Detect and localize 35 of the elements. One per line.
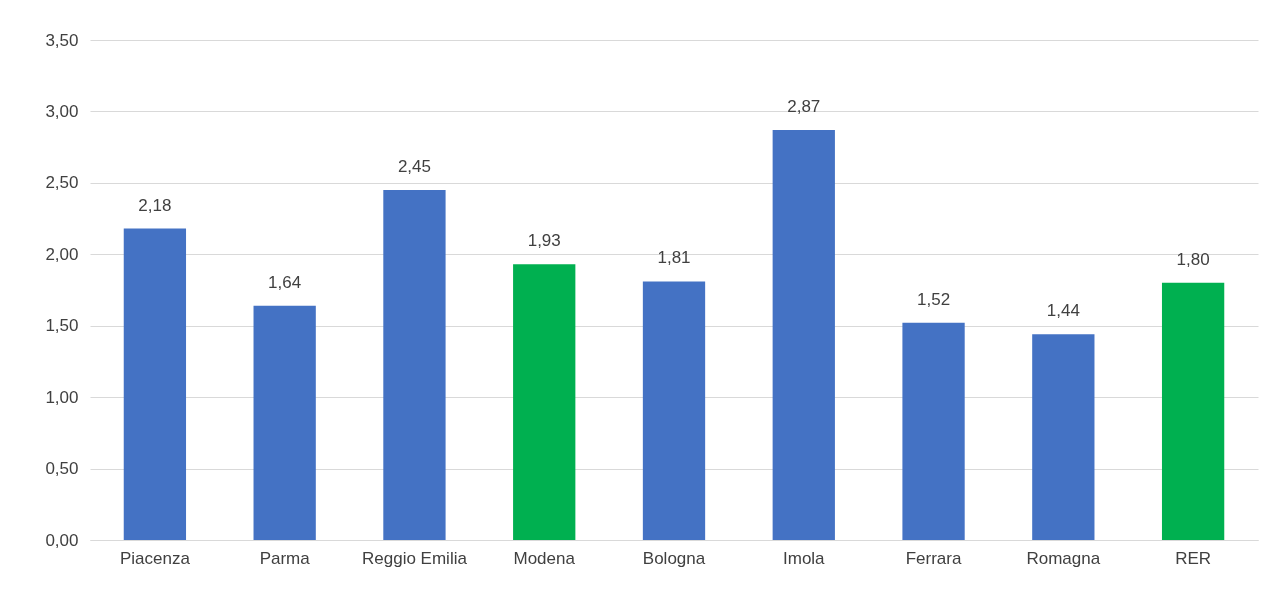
x-tick-label: Modena	[513, 548, 576, 568]
bar	[123, 228, 187, 540]
bar	[902, 322, 965, 540]
data-label: 1,93	[527, 231, 561, 251]
x-tick-label: Ferrara	[905, 548, 962, 568]
data-label: 1,64	[268, 272, 302, 292]
y-tick-label: 3,00	[45, 101, 79, 121]
y-tick-label: 3,50	[45, 30, 79, 50]
data-label: 1,80	[1176, 249, 1210, 269]
bar	[253, 305, 316, 540]
y-tick-label: 0,50	[45, 459, 79, 479]
x-tick-label: Reggio Emilia	[362, 548, 468, 568]
bar	[642, 281, 706, 540]
y-tick-label: 1,00	[45, 387, 79, 407]
data-label: 1,81	[657, 248, 691, 268]
x-tick-label: Piacenza	[119, 548, 191, 568]
y-tick-label: 0,00	[45, 530, 79, 550]
bar	[1032, 334, 1095, 540]
x-tick-label: RER	[1175, 548, 1212, 568]
data-label: 1,44	[1046, 301, 1080, 321]
bar	[772, 130, 835, 540]
data-label: 2,87	[787, 97, 821, 116]
y-tick-label: 1,50	[45, 316, 79, 336]
bar	[513, 264, 576, 540]
x-tick-label: Bologna	[642, 548, 706, 568]
y-tick-label: 2,50	[45, 173, 79, 193]
data-label: 1,52	[917, 289, 951, 309]
data-label: 2,18	[138, 195, 172, 215]
bar	[383, 190, 446, 540]
x-tick-label: Parma	[259, 548, 311, 568]
data-label: 2,45	[397, 157, 431, 176]
bar	[1161, 282, 1225, 540]
x-tick-label: Romagna	[1026, 548, 1101, 568]
y-tick-label: 2,00	[45, 244, 79, 264]
x-tick-label: Imola	[782, 548, 826, 568]
